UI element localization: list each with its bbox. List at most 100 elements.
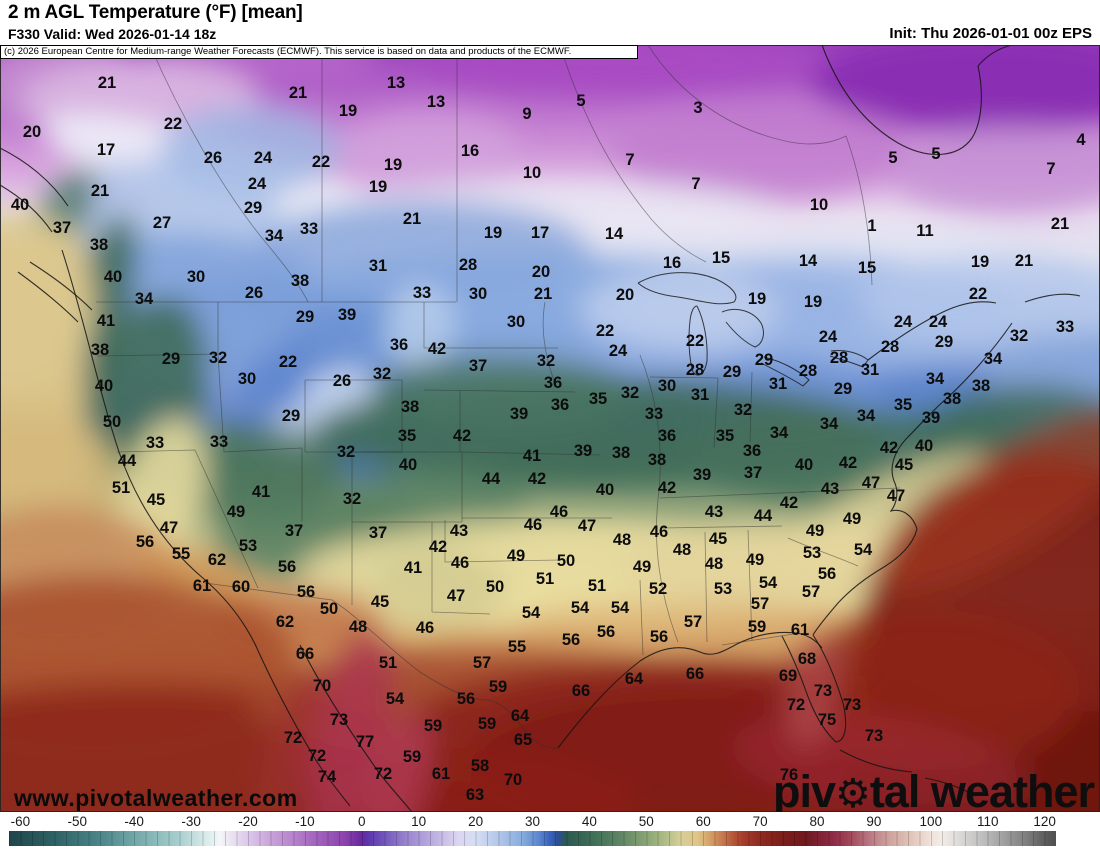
colorbar-tick-label: 70 xyxy=(752,814,768,829)
temp-value-label: 31 xyxy=(691,386,709,404)
temp-value-label: 38 xyxy=(612,444,630,462)
temp-value-label: 43 xyxy=(705,503,723,521)
temp-value-label: 73 xyxy=(843,696,861,714)
temp-value-label: 39 xyxy=(510,405,528,423)
temp-value-label: 58 xyxy=(471,757,489,775)
temp-value-label: 28 xyxy=(881,338,899,356)
temp-value-label: 73 xyxy=(865,727,883,745)
temp-value-label: 56 xyxy=(597,623,615,641)
temp-value-label: 38 xyxy=(91,341,109,359)
temp-value-label: 50 xyxy=(557,552,575,570)
temp-value-label: 19 xyxy=(384,156,402,174)
temp-value-label: 41 xyxy=(523,447,541,465)
temperature-field-blobs xyxy=(0,45,1100,812)
temp-value-label: 48 xyxy=(349,618,367,636)
temp-value-label: 46 xyxy=(451,554,469,572)
temp-value-label: 49 xyxy=(227,503,245,521)
colorbar-tick-label: 80 xyxy=(809,814,825,829)
colorbar-tick-label: 100 xyxy=(919,814,943,829)
temp-value-label: 29 xyxy=(244,199,262,217)
temp-value-label: 59 xyxy=(489,678,507,696)
temp-value-label: 29 xyxy=(755,351,773,369)
temp-value-label: 44 xyxy=(754,507,773,525)
temp-value-label: 62 xyxy=(208,551,226,569)
temp-value-label: 21 xyxy=(289,84,307,102)
temp-value-label: 38 xyxy=(401,398,419,416)
temp-value-label: 33 xyxy=(413,284,431,302)
temp-value-label: 54 xyxy=(854,541,873,559)
temp-value-label: 48 xyxy=(705,555,723,573)
temp-value-label: 33 xyxy=(645,405,663,423)
temp-value-label: 53 xyxy=(714,580,732,598)
temp-value-label: 32 xyxy=(537,352,555,370)
temp-value-label: 49 xyxy=(746,551,764,569)
temp-value-label: 57 xyxy=(684,613,702,631)
temp-value-label: 70 xyxy=(313,677,331,695)
colorbar-tick-label: -30 xyxy=(181,814,201,829)
temp-value-label: 14 xyxy=(799,252,818,270)
temp-value-label: 16 xyxy=(663,254,681,272)
temp-value-label: 64 xyxy=(511,707,530,725)
temp-value-label: 40 xyxy=(95,377,113,395)
temp-value-label: 72 xyxy=(284,729,302,747)
temp-value-label: 20 xyxy=(23,123,41,141)
temp-value-label: 21 xyxy=(403,210,421,228)
brand-text-post: tal weather xyxy=(869,766,1095,817)
temp-value-label: 26 xyxy=(245,284,263,302)
temp-value-label: 65 xyxy=(514,731,532,749)
temp-value-label: 33 xyxy=(300,220,318,238)
temp-value-label: 39 xyxy=(922,409,940,427)
temp-value-label: 16 xyxy=(461,142,479,160)
temp-value-label: 28 xyxy=(799,362,817,380)
temp-value-label: 54 xyxy=(522,604,541,622)
temp-value-label: 39 xyxy=(574,442,592,460)
temp-value-label: 51 xyxy=(588,577,606,595)
colorbar-tick-label: -40 xyxy=(124,814,144,829)
site-url-watermark: www.pivotalweather.com xyxy=(14,785,298,811)
colorbar-tick-label: 0 xyxy=(358,814,366,829)
temp-value-label: 34 xyxy=(770,424,789,442)
temp-value-label: 19 xyxy=(971,253,989,271)
temp-value-label: 24 xyxy=(248,175,267,193)
colorbar-tick-label: 120 xyxy=(1033,814,1056,829)
temp-value-label: 32 xyxy=(343,490,361,508)
temp-value-label: 34 xyxy=(926,370,945,388)
temp-value-label: 22 xyxy=(969,285,987,303)
temp-value-label: 32 xyxy=(337,443,355,461)
temp-value-label: 38 xyxy=(291,272,309,290)
temp-value-label: 44 xyxy=(118,452,137,470)
temp-value-label: 21 xyxy=(534,285,552,303)
temp-value-label: 46 xyxy=(524,516,542,534)
brand-text-pre: piv xyxy=(773,766,836,817)
temp-value-label: 30 xyxy=(507,313,525,331)
colorbar-tick-label: 50 xyxy=(638,814,654,829)
temp-value-label: 3 xyxy=(693,99,702,117)
temp-value-label: 40 xyxy=(399,456,417,474)
temp-value-label: 59 xyxy=(424,717,442,735)
temp-value-label: 7 xyxy=(1046,160,1055,178)
colorbar-tick-label: 90 xyxy=(866,814,882,829)
temp-value-label: 21 xyxy=(1015,252,1033,270)
temp-value-label: 66 xyxy=(686,665,704,683)
temp-value-label: 19 xyxy=(748,290,766,308)
temp-value-label: 33 xyxy=(146,434,164,452)
temp-value-label: 59 xyxy=(748,618,766,636)
temp-value-label: 66 xyxy=(572,682,590,700)
temp-value-label: 29 xyxy=(723,363,741,381)
temp-value-label: 53 xyxy=(239,537,257,555)
temp-value-label: 32 xyxy=(734,401,752,419)
temp-value-label: 56 xyxy=(818,565,836,583)
colorbar-tick-label: 110 xyxy=(976,814,999,829)
temp-value-label: 30 xyxy=(187,268,205,286)
temp-value-label: 56 xyxy=(278,558,296,576)
political-borders xyxy=(96,45,901,749)
temp-value-label: 47 xyxy=(578,517,596,535)
temp-value-label: 54 xyxy=(759,574,778,592)
temp-value-label: 56 xyxy=(650,628,668,646)
temp-value-label: 37 xyxy=(285,522,303,540)
temp-value-label: 21 xyxy=(1051,215,1069,233)
temp-value-label: 50 xyxy=(486,578,504,596)
temp-value-label: 77 xyxy=(356,733,374,751)
